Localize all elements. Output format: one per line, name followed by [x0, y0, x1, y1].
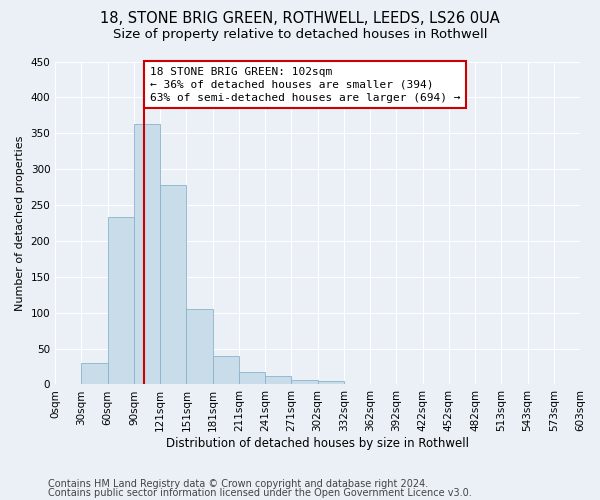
Text: 18, STONE BRIG GREEN, ROTHWELL, LEEDS, LS26 0UA: 18, STONE BRIG GREEN, ROTHWELL, LEEDS, L… [100, 11, 500, 26]
Bar [239, 372, 265, 384]
Bar [317, 381, 344, 384]
Bar [160, 185, 187, 384]
Bar [212, 356, 239, 384]
Text: 18 STONE BRIG GREEN: 102sqm
← 36% of detached houses are smaller (394)
63% of se: 18 STONE BRIG GREEN: 102sqm ← 36% of det… [149, 66, 460, 103]
Text: Contains HM Land Registry data © Crown copyright and database right 2024.: Contains HM Land Registry data © Crown c… [48, 479, 428, 489]
Bar [107, 217, 134, 384]
Text: Size of property relative to detached houses in Rothwell: Size of property relative to detached ho… [113, 28, 487, 41]
Text: Contains public sector information licensed under the Open Government Licence v3: Contains public sector information licen… [48, 488, 472, 498]
Bar [82, 363, 107, 384]
Bar [187, 309, 212, 384]
Y-axis label: Number of detached properties: Number of detached properties [15, 136, 25, 310]
Bar [292, 380, 317, 384]
Bar [265, 376, 292, 384]
X-axis label: Distribution of detached houses by size in Rothwell: Distribution of detached houses by size … [166, 437, 469, 450]
Bar [134, 124, 160, 384]
